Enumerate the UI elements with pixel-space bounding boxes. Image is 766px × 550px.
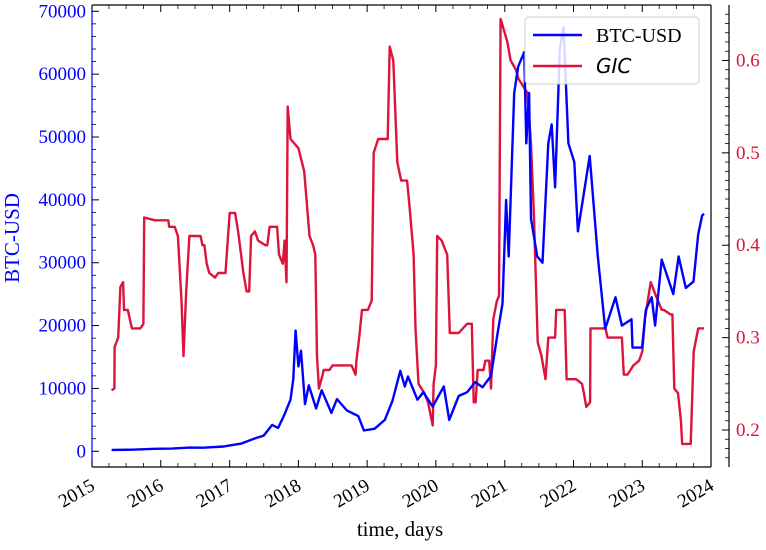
x-axis-label: time, days [357, 517, 443, 541]
x-tick-label: 2016 [124, 475, 167, 512]
series-line-btc [111, 25, 705, 452]
legend-label-gic: GIC [596, 54, 631, 78]
y-tick-label-left: 10000 [39, 378, 87, 399]
y-tick-label-left: 20000 [39, 316, 87, 337]
y-tick-label-right: 0.6 [736, 50, 760, 71]
x-tick-label: 2015 [55, 475, 98, 512]
y-tick-label-left: 30000 [39, 253, 87, 274]
x-tick-label: 2020 [399, 475, 442, 512]
y-tick-label-right: 0.5 [736, 143, 760, 164]
x-tick-label: 2018 [261, 475, 304, 512]
x-tick-label: 2024 [674, 475, 718, 512]
legend-label-btc: BTC-USD [596, 25, 682, 47]
y-tick-label-right: 0.4 [736, 235, 760, 256]
x-tick-label: 2019 [330, 475, 373, 512]
series-line-gic [110, 17, 704, 446]
y-tick-label-left: 60000 [39, 64, 87, 85]
x-tick-label: 2017 [193, 475, 236, 512]
y-tick-label-left: 0 [77, 441, 87, 462]
y-tick-label-left: 40000 [39, 190, 87, 211]
legend: BTC-USD GIC [524, 16, 700, 85]
y-tick-label-left: 70000 [39, 1, 87, 22]
y-tick-label-right: 0.2 [736, 420, 760, 441]
y-axis-label-left: BTC-USD [0, 193, 24, 283]
y-tick-label-left: 50000 [39, 127, 87, 148]
y-tick-label-right: 0.3 [736, 328, 760, 349]
x-tick-label: 2021 [468, 475, 511, 512]
x-tick-label: 2023 [605, 475, 648, 512]
x-tick-label: 2022 [537, 475, 580, 512]
